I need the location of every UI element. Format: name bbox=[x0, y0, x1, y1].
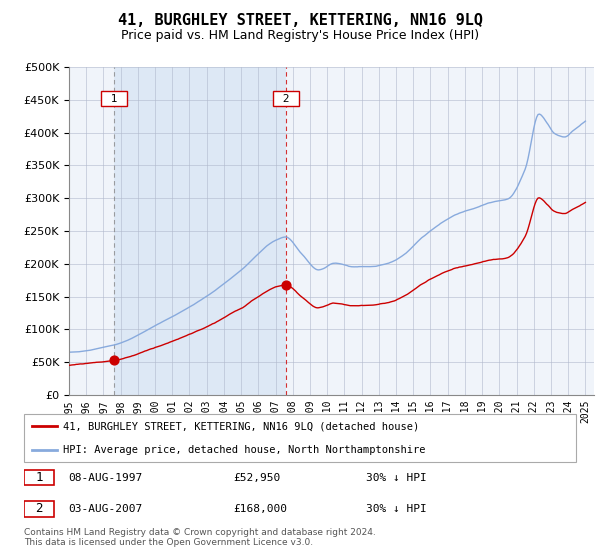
Text: £52,950: £52,950 bbox=[234, 473, 281, 483]
Text: 03-AUG-2007: 03-AUG-2007 bbox=[68, 504, 142, 514]
Text: 08-AUG-1997: 08-AUG-1997 bbox=[68, 473, 142, 483]
FancyBboxPatch shape bbox=[24, 414, 576, 462]
Text: 1: 1 bbox=[35, 471, 43, 484]
Text: 2: 2 bbox=[276, 94, 296, 104]
Text: 30% ↓ HPI: 30% ↓ HPI bbox=[366, 473, 427, 483]
Text: 30% ↓ HPI: 30% ↓ HPI bbox=[366, 504, 427, 514]
Text: 41, BURGHLEY STREET, KETTERING, NN16 9LQ: 41, BURGHLEY STREET, KETTERING, NN16 9LQ bbox=[118, 13, 482, 28]
Text: 1: 1 bbox=[104, 94, 124, 104]
Point bbox=[109, 356, 119, 365]
Text: Price paid vs. HM Land Registry's House Price Index (HPI): Price paid vs. HM Land Registry's House … bbox=[121, 29, 479, 42]
Bar bbox=[114, 67, 286, 395]
Text: 41, BURGHLEY STREET, KETTERING, NN16 9LQ (detached house): 41, BURGHLEY STREET, KETTERING, NN16 9LQ… bbox=[62, 421, 419, 431]
Text: 2: 2 bbox=[35, 502, 43, 515]
Text: Contains HM Land Registry data © Crown copyright and database right 2024.
This d: Contains HM Land Registry data © Crown c… bbox=[24, 528, 376, 547]
Point bbox=[281, 280, 290, 289]
Text: £168,000: £168,000 bbox=[234, 504, 288, 514]
Text: HPI: Average price, detached house, North Northamptonshire: HPI: Average price, detached house, Nort… bbox=[62, 445, 425, 455]
FancyBboxPatch shape bbox=[24, 470, 55, 486]
FancyBboxPatch shape bbox=[24, 501, 55, 517]
